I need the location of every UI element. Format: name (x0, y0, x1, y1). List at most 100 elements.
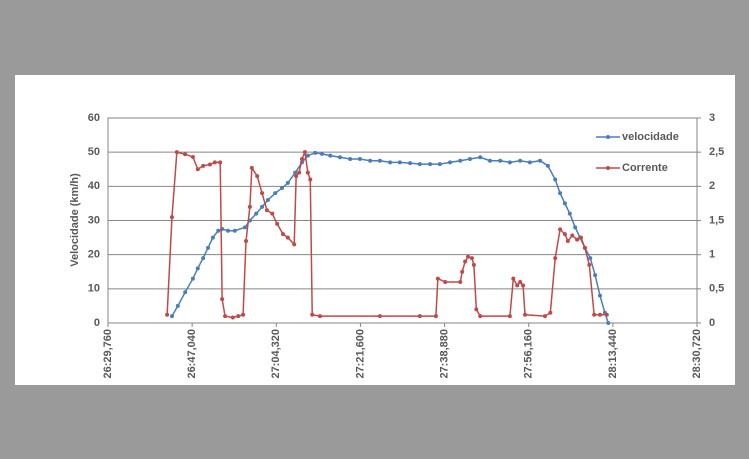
point (565, 239, 570, 243)
point (553, 256, 558, 261)
point (225, 228, 230, 233)
point (562, 232, 567, 237)
point (285, 235, 290, 240)
x-tick-label: 26:47,040 (186, 329, 198, 379)
point (337, 155, 342, 160)
point (558, 227, 563, 232)
point (460, 269, 465, 274)
point (210, 235, 215, 240)
point (545, 163, 550, 168)
point (417, 162, 422, 167)
point (498, 158, 503, 163)
y-tick-label: 60 (88, 112, 100, 124)
legend-marker (606, 166, 610, 170)
point (478, 314, 483, 319)
legend-label: Corrente (622, 162, 668, 174)
point (243, 225, 248, 230)
legend-label: velocidade (622, 131, 679, 143)
point (265, 198, 270, 202)
point (377, 314, 382, 319)
point (299, 157, 304, 161)
legend-marker (606, 135, 610, 139)
point (264, 208, 269, 213)
point (328, 153, 333, 158)
y-tick-label: 20 (88, 249, 100, 261)
x-tick-label: 27:38,880 (438, 329, 450, 379)
y-tick-label: 10 (88, 283, 100, 295)
point (183, 152, 188, 157)
point (606, 321, 611, 325)
point (174, 150, 179, 155)
point (270, 211, 275, 216)
point (598, 293, 603, 298)
point (592, 312, 597, 317)
point (469, 256, 474, 261)
x-tick-label: 27:04,320 (270, 329, 282, 379)
point (538, 158, 543, 163)
point (433, 314, 438, 319)
point (175, 303, 180, 308)
point (318, 314, 323, 319)
point (243, 239, 248, 243)
y2-tick-label: 3 (709, 112, 715, 124)
point (521, 283, 526, 288)
point (511, 276, 516, 281)
point (206, 245, 211, 250)
point (458, 280, 463, 284)
point (548, 310, 553, 315)
point (527, 160, 532, 165)
point (313, 150, 318, 155)
point (305, 153, 310, 158)
point (408, 161, 413, 166)
y2-tick-label: 1,5 (709, 214, 724, 226)
point (558, 191, 563, 196)
point (294, 174, 299, 179)
point (348, 157, 353, 161)
point (230, 315, 235, 320)
point (567, 211, 572, 216)
point (319, 151, 324, 156)
point (232, 228, 237, 233)
point (507, 160, 512, 165)
point (273, 191, 278, 196)
point (458, 158, 463, 163)
x-tick-label: 27:56,160 (523, 329, 535, 379)
point (218, 160, 223, 165)
point (190, 154, 195, 159)
point (487, 158, 492, 163)
point (593, 273, 598, 278)
point (448, 160, 453, 165)
point (216, 228, 221, 233)
point (604, 312, 609, 317)
point (183, 290, 188, 295)
point (195, 167, 200, 172)
chart-area (15, 75, 735, 385)
point (582, 245, 587, 250)
point (437, 162, 442, 167)
y2-tick-label: 1 (709, 249, 715, 261)
point (285, 180, 290, 185)
y2-tick-label: 0,5 (709, 283, 724, 295)
point (518, 280, 523, 284)
point (190, 276, 195, 281)
point (417, 314, 422, 319)
point (280, 186, 285, 191)
point (587, 262, 592, 267)
point (579, 235, 584, 240)
point (255, 174, 260, 179)
point (467, 157, 472, 161)
point (435, 276, 440, 281)
point (236, 314, 241, 319)
point (474, 307, 479, 312)
point (212, 160, 217, 165)
y-tick-label: 50 (88, 146, 100, 158)
point (241, 312, 246, 317)
point (249, 165, 254, 170)
point (357, 157, 362, 161)
point (428, 162, 433, 167)
point (542, 314, 547, 319)
point (388, 160, 393, 165)
point (397, 160, 402, 165)
point (297, 170, 302, 175)
point (368, 158, 373, 163)
